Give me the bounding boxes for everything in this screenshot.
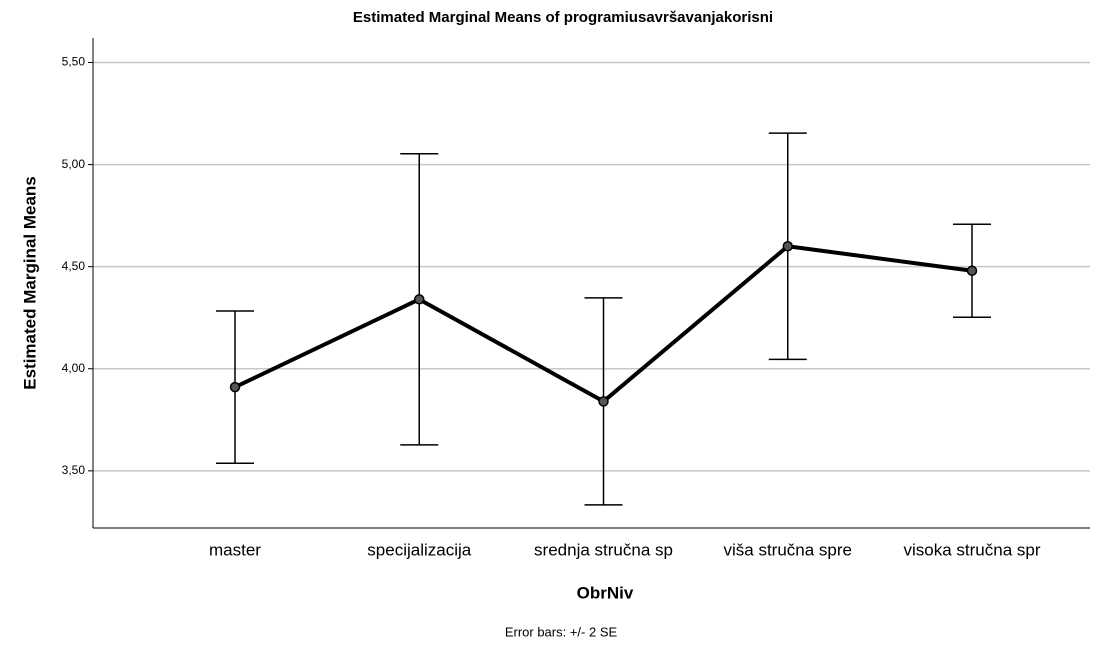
- point: [229, 381, 241, 393]
- x-tick-label: master: [209, 540, 261, 559]
- footnote: Error bars: +/- 2 SE: [505, 624, 618, 639]
- y-tick-label: 4,00: [62, 361, 86, 375]
- x-tick-label: visoka stručna spr: [904, 540, 1041, 559]
- point: [966, 265, 978, 276]
- x-tick-label: srednja stručna sp: [534, 540, 673, 559]
- y-tick-label: 5,50: [62, 55, 86, 69]
- y-tick-label: 4,50: [62, 259, 86, 273]
- chart-title: Estimated Marginal Means of programiusav…: [353, 9, 773, 26]
- point: [598, 396, 609, 407]
- x-axis-label: ObrNiv: [577, 583, 634, 602]
- y-tick-label: 5,00: [62, 157, 86, 171]
- y-tick-label: 3,50: [62, 463, 86, 477]
- point: [782, 241, 793, 252]
- x-tick-label: specijalizacija: [367, 540, 471, 559]
- x-tick-label: viša stručna spre: [724, 540, 853, 559]
- y-axis-label: Estimated Marginal Means: [20, 176, 39, 390]
- point: [414, 294, 425, 305]
